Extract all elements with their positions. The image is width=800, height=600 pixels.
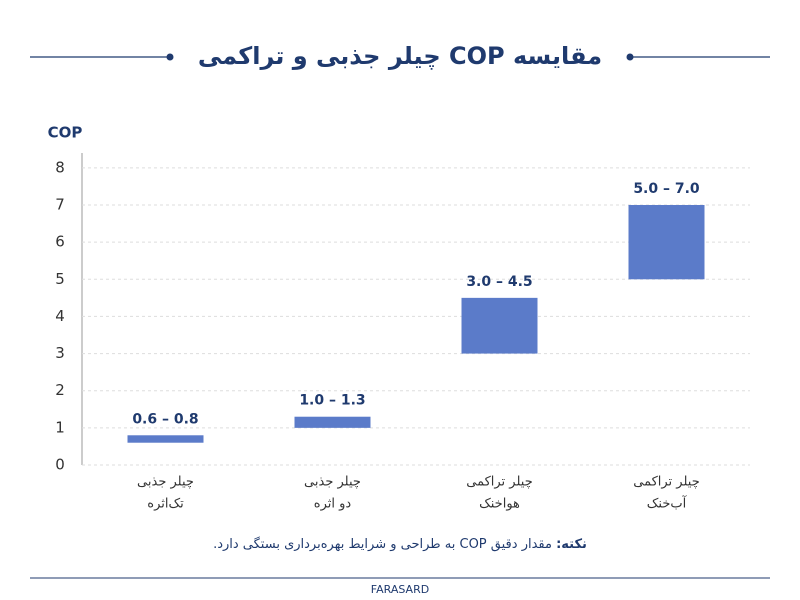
x-tick-label: آب‌خنک bbox=[647, 495, 688, 512]
y-tick-label: 7 bbox=[55, 196, 65, 214]
x-tick-label: تک‌اثره bbox=[147, 497, 184, 512]
y-tick-label: 8 bbox=[55, 158, 65, 176]
y-tick-label: 0 bbox=[55, 456, 65, 474]
bar bbox=[294, 416, 371, 428]
x-tick-label: دو اثره bbox=[314, 497, 352, 512]
chart-title: مقایسه COP چیلر جذبی و تراکمی bbox=[198, 42, 602, 70]
x-tick-label: چیلر تراکمی bbox=[466, 475, 533, 490]
x-tick-label: هواخنک bbox=[479, 497, 520, 512]
y-tick-label: 3 bbox=[55, 344, 65, 362]
x-tick-label: چیلر جذبی bbox=[137, 475, 194, 490]
note-text: مقدار دقیق COP به طراحی و شرایط بهره‌برد… bbox=[213, 537, 552, 552]
y-tick-label: 4 bbox=[55, 307, 65, 325]
value-label: 3.0 – 4.5 bbox=[466, 274, 532, 290]
y-tick-label: 5 bbox=[55, 270, 65, 288]
value-label: 5.0 – 7.0 bbox=[633, 181, 700, 197]
value-label: 1.0 – 1.3 bbox=[299, 393, 365, 409]
x-tick-label: چیلر جذبی bbox=[304, 475, 361, 490]
y-tick-label: 2 bbox=[55, 381, 65, 399]
note: نکته: مقدار دقیق COP به طراحی و شرایط به… bbox=[0, 537, 800, 552]
y-tick-label: 6 bbox=[55, 233, 65, 251]
note-label: نکته: bbox=[556, 537, 587, 552]
title-dot bbox=[166, 53, 174, 61]
value-label: 0.6 – 0.8 bbox=[132, 411, 198, 427]
x-tick-label: چیلر تراکمی bbox=[633, 475, 700, 490]
footer: FARASARD bbox=[371, 583, 429, 596]
y-tick-label: 1 bbox=[55, 418, 65, 436]
title-dot bbox=[626, 53, 634, 61]
y-axis-label: COP bbox=[48, 124, 83, 142]
bar bbox=[127, 435, 204, 443]
bar bbox=[461, 297, 538, 354]
bar bbox=[628, 205, 705, 280]
